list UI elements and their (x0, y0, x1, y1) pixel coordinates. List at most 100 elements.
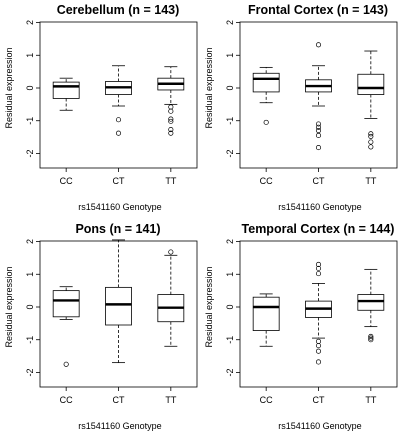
plot-area: -2 -1 0 1 2 CC CT TT (225, 20, 398, 186)
box-ct (105, 65, 132, 136)
box-iqr (252, 72, 280, 93)
outlier-point (368, 335, 374, 341)
box-tt (357, 268, 385, 343)
y-tick-label: 2 (225, 239, 235, 244)
chart-panel-frontal-cortex: Frontal Cortex (n = 143) Residual expres… (200, 0, 400, 219)
outlier-point (315, 132, 322, 139)
outlier-point (368, 333, 374, 340)
chart-panel-pons: Pons (n = 141) Residual expression rs154… (0, 219, 200, 438)
outlier-point (168, 249, 174, 255)
y-tick-label: 0 (225, 304, 235, 309)
box-ct (105, 239, 132, 364)
y-axis-label: Residual expression (4, 266, 14, 347)
y-tick-label: 1 (25, 53, 35, 58)
outlier-point (368, 133, 374, 139)
chart-svg-cerebellum: Cerebellum (n = 143) Residual expression… (4, 3, 198, 212)
x-tick-label: TT (165, 176, 176, 186)
box-cc (52, 286, 80, 367)
chart-title: Frontal Cortex (n = 143) (248, 3, 388, 17)
outlier-point (168, 108, 174, 114)
y-tick-label: 0 (25, 304, 35, 309)
y-tick-label: 2 (225, 20, 235, 25)
x-tick-label: CT (113, 176, 125, 186)
outlier-point (315, 348, 322, 354)
y-tick-label: 2 (25, 20, 35, 25)
chart-panel-temporal-cortex: Temporal Cortex (n = 144) Residual expre… (200, 219, 400, 438)
x-axis-label: rs1541160 Genotype (78, 202, 161, 212)
y-tick-label: 0 (25, 85, 35, 90)
outlier-point (315, 261, 322, 268)
box-cc (252, 66, 280, 125)
y-tick-label: -1 (25, 336, 35, 344)
y-axis-label: Residual expression (204, 266, 214, 347)
plot-area: -2 -1 0 1 2 CC CT TT (225, 239, 398, 405)
outlier-point (168, 130, 174, 136)
y-tick-label: 1 (225, 53, 235, 58)
x-tick-label: CC (260, 176, 273, 186)
y-tick-label: -1 (225, 336, 235, 344)
box-iqr (357, 73, 385, 95)
box-tt (157, 66, 185, 136)
x-tick-label: TT (365, 176, 376, 186)
chart-svg-temporal-cortex: Temporal Cortex (n = 144) Residual expre… (204, 222, 398, 431)
outlier-point (368, 144, 374, 150)
outlier-point (315, 359, 322, 365)
y-tick-label: 2 (25, 239, 35, 244)
chart-svg-frontal-cortex: Frontal Cortex (n = 143) Residual expres… (204, 3, 398, 212)
x-axis-label: rs1541160 Genotype (278, 421, 361, 431)
y-tick-label: 0 (225, 85, 235, 90)
x-tick-label: CC (260, 395, 273, 405)
y-tick-label: -1 (25, 117, 35, 125)
box-tt (357, 50, 385, 150)
x-axis-label: rs1541160 Genotype (278, 202, 361, 212)
box-iqr (105, 286, 132, 326)
box-tt (157, 249, 185, 347)
y-tick-label: -2 (25, 149, 35, 157)
outlier-point (63, 361, 69, 367)
box-iqr (52, 290, 80, 318)
chart-title: Cerebellum (n = 143) (57, 3, 180, 17)
x-tick-label: CT (113, 395, 125, 405)
y-tick-label: -2 (225, 368, 235, 376)
chart-svg-pons: Pons (n = 141) Residual expression rs154… (4, 222, 198, 431)
y-tick-label: 1 (225, 272, 235, 277)
box-iqr (252, 296, 280, 331)
outlier-point (263, 119, 269, 125)
box-cc (52, 77, 80, 111)
outlier-point (315, 124, 322, 130)
x-tick-label: TT (365, 395, 376, 405)
y-tick-label: -1 (225, 117, 235, 125)
y-tick-label: -2 (225, 149, 235, 157)
chart-title: Temporal Cortex (n = 144) (242, 222, 395, 236)
x-axis-label: rs1541160 Genotype (78, 421, 161, 431)
box-cc (252, 293, 280, 347)
outlier-point (315, 145, 322, 151)
x-tick-label: CT (313, 176, 325, 186)
y-tick-label: 1 (25, 272, 35, 277)
outlier-point (115, 117, 122, 123)
box-ct (305, 42, 332, 151)
x-tick-label: CC (60, 176, 73, 186)
outlier-point (368, 139, 374, 145)
y-tick-label: -2 (25, 368, 35, 376)
outlier-point (368, 131, 374, 137)
y-axis-label: Residual expression (204, 47, 214, 128)
chart-title: Pons (n = 141) (75, 222, 160, 236)
outlier-point (315, 265, 322, 271)
outlier-point (315, 343, 322, 349)
chart-panel-cerebellum: Cerebellum (n = 143) Residual expression… (0, 0, 200, 219)
outlier-point (315, 271, 322, 277)
outlier-point (315, 127, 322, 134)
outlier-point (168, 104, 174, 110)
plot-area: -2 -1 0 1 2 CC CT TT (25, 20, 198, 186)
x-tick-label: TT (165, 395, 176, 405)
x-tick-label: CT (313, 395, 325, 405)
box-iqr (52, 81, 80, 99)
y-axis-label: Residual expression (4, 47, 14, 128)
outlier-point (115, 130, 122, 136)
outlier-point (315, 338, 322, 344)
outlier-point (168, 116, 174, 122)
plot-area: -2 -1 0 1 2 CC CT TT (25, 239, 198, 405)
box-ct (305, 261, 332, 365)
outlier-point (315, 42, 322, 48)
